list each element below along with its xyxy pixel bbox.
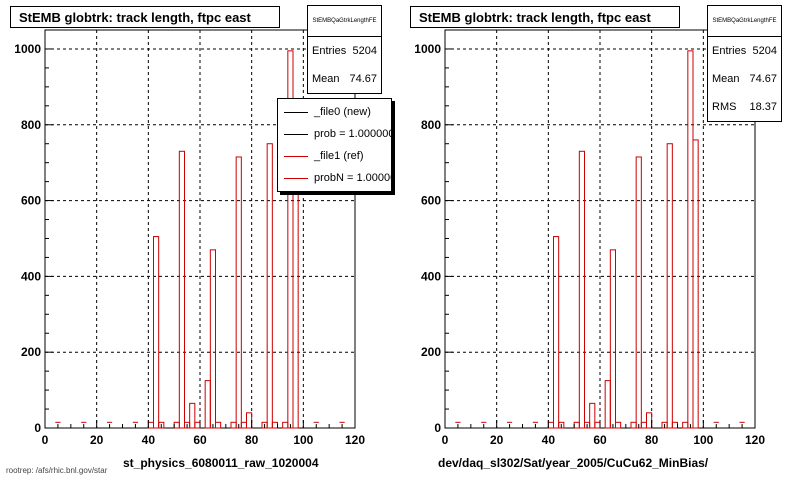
right-pad: 0 20 40 60 80 100 120 0 200 400 600 800 1000 StEMB gl… (400, 0, 800, 480)
x-tick-label: 80 (245, 433, 259, 447)
histogram-bar (640, 421, 647, 429)
x-tick-label: 100 (293, 433, 313, 447)
legend-entry: _file1 (ref) (278, 145, 391, 167)
histogram-bar (240, 421, 247, 429)
y-tick-label: 600 (21, 194, 41, 208)
x-tick-label: 60 (193, 433, 207, 447)
x-tick-label: 0 (42, 433, 49, 447)
y-tick-label: 800 (421, 118, 441, 132)
x-tick-label: 20 (490, 433, 504, 447)
histogram-bar (630, 421, 637, 429)
x-axis-title: st_physics_6080011_raw_1020004 (123, 456, 319, 470)
histogram-bar (573, 421, 580, 429)
stats-key: Mean (312, 73, 340, 85)
x-tick-label: 40 (142, 433, 156, 447)
legend-entry: probN = 1.000000 (278, 167, 391, 189)
x-tick-label: 40 (542, 433, 556, 447)
y-tick-label: 600 (421, 194, 441, 208)
histogram-bar (246, 412, 253, 429)
histogram-bar (266, 143, 273, 429)
legend-entry: prob = 1.000000 (278, 123, 391, 145)
stats-value: 5204 (352, 45, 377, 57)
footer-text: rootrep: /afs/rhic.bnl.gov/star (6, 466, 108, 475)
y-tick-label: 800 (21, 118, 41, 132)
plot-title: StEMB globtrk: track length, ftpc east (10, 6, 280, 28)
legend-swatch (284, 178, 308, 179)
stats-value: 5204 (752, 45, 777, 57)
stats-row-rms: RMS 18.37 (708, 93, 781, 121)
legend-label: prob = 1.000000 (314, 128, 392, 140)
legend-swatch (284, 156, 308, 157)
stats-histogram-name: StEMBQaGtrkLengthFE (708, 6, 781, 37)
histogram-svg: 0 20 40 60 80 100 120 0 200 400 600 800 1000 (414, 29, 765, 447)
x-tick-label: 20 (90, 433, 104, 447)
histogram-bar (615, 421, 622, 429)
y-tick-label: 400 (421, 269, 441, 283)
stats-key: RMS (712, 101, 737, 113)
histogram-bar (547, 421, 554, 429)
stats-row-mean: Mean 74.67 (708, 65, 781, 93)
histogram-bar (671, 421, 679, 429)
histogram-bar (235, 156, 242, 429)
y-tick-label: 0 (34, 421, 41, 435)
stats-key: Mean (712, 73, 740, 85)
x-axis-title: dev/daq_sl302/Sat/year_2005/CuCu62_MinBi… (438, 456, 709, 470)
legend-label: _file0 (new) (314, 106, 371, 118)
plot-title: StEMB globtrk: track length, ftpc east (410, 6, 680, 28)
stats-histogram-name: StEMBQaGtrkLengthFE (308, 6, 381, 37)
y-tick-label: 1000 (14, 42, 41, 56)
histogram-bar (282, 421, 289, 429)
x-tick-label: 100 (693, 433, 713, 447)
histogram-bar (594, 421, 601, 429)
histogram-bar (635, 156, 642, 429)
x-tick-label: 120 (745, 433, 765, 447)
x-tick-label: 80 (645, 433, 659, 447)
stats-key: Entries (712, 45, 747, 57)
histogram-bar (230, 421, 237, 429)
histogram-svg: 0 20 40 60 80 100 120 0 200 400 600 800 1000 (14, 29, 365, 447)
histogram-bar (194, 421, 201, 429)
histogram-bar (147, 421, 154, 429)
stats-key: Entries (312, 45, 347, 57)
histogram-bar (553, 236, 560, 429)
stats-row-entries: Entries 5204 (708, 37, 781, 65)
stats-row-entries: Entries 5204 (308, 37, 381, 65)
histogram-bar (687, 50, 694, 429)
histogram-bar (215, 421, 222, 429)
y-tick-label: 200 (21, 345, 41, 359)
stats-row-mean: Mean 74.67 (308, 65, 381, 93)
histogram-bar (578, 150, 585, 429)
legend-entry: _file0 (new) (278, 101, 391, 123)
histogram-bar (178, 150, 185, 429)
histogram-bar (646, 412, 653, 429)
legend-label: probN = 1.000000 (314, 172, 391, 184)
stats-box: StEMBQaGtrkLengthFE Entries 5204 Mean 74.67 R… (707, 5, 782, 122)
stats-box: StEMBQaGtrkLengthFE Entries 5204 Mean 74.67 (307, 5, 382, 94)
y-tick-label: 200 (421, 345, 441, 359)
histogram-bar (204, 380, 211, 429)
histogram-bar (604, 380, 611, 429)
histogram-bar (189, 402, 196, 429)
histogram-bar (153, 236, 160, 429)
stats-value: 74.67 (349, 73, 377, 85)
x-tick-label: 120 (345, 433, 365, 447)
x-tick-label: 60 (593, 433, 607, 447)
legend-label: _file1 (ref) (314, 150, 364, 162)
y-tick-label: 400 (21, 269, 41, 283)
legend-swatch (284, 134, 308, 135)
histogram-bar (666, 143, 673, 429)
histogram-bar (589, 402, 596, 429)
stats-value: 74.67 (749, 73, 777, 85)
histogram-bar (271, 421, 279, 429)
legend-box: _file0 (new) prob = 1.000000 _file1 (ref) p… (277, 98, 392, 192)
histogram-bar (682, 421, 689, 429)
y-tick-label: 0 (434, 421, 441, 435)
left-pad: 0 20 40 60 80 100 120 0 200 400 600 800 1000 StEMB gl… (10, 5, 392, 470)
histogram-bar (692, 139, 699, 429)
legend-swatch (284, 112, 308, 113)
stats-value: 18.37 (749, 101, 777, 113)
x-tick-label: 0 (442, 433, 449, 447)
y-tick-label: 1000 (414, 42, 441, 56)
histogram-bar (173, 421, 180, 429)
